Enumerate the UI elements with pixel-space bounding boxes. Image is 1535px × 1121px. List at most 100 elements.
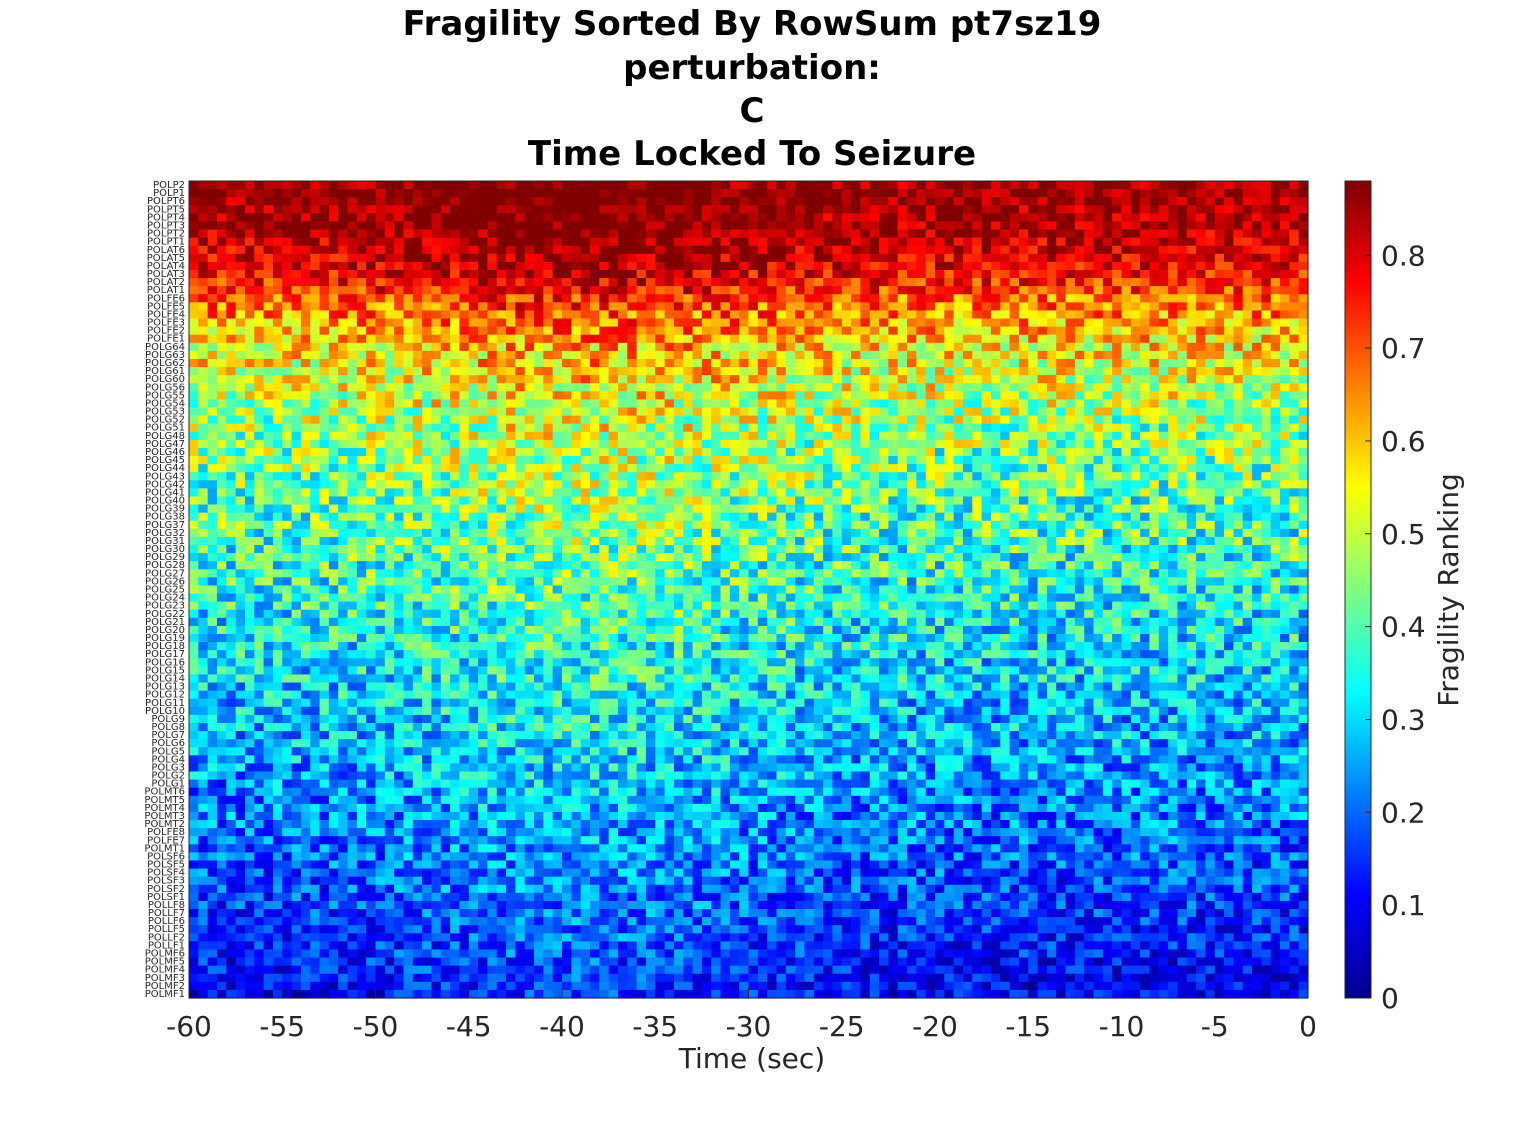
- heatmap-cell: [459, 399, 470, 409]
- heatmap-cell: [1112, 197, 1123, 206]
- heatmap-cell: [459, 407, 470, 417]
- heatmap-cell: [636, 367, 647, 376]
- heatmap-cell: [1233, 302, 1244, 312]
- heatmap-cell: [189, 480, 199, 489]
- heatmap-cell: [1028, 269, 1039, 279]
- heatmap-cell: [1102, 334, 1113, 344]
- heatmap-cell: [981, 423, 992, 433]
- heatmap-cell: [1270, 269, 1281, 279]
- heatmap-cell: [375, 383, 386, 392]
- heatmap-cell: [198, 245, 209, 255]
- heatmap-cell: [450, 342, 461, 352]
- heatmap-cell: [496, 407, 507, 417]
- heatmap-cell: [580, 423, 591, 433]
- heatmap-cell: [1102, 456, 1113, 465]
- heatmap-cell: [468, 423, 479, 433]
- heatmap-cell: [739, 229, 750, 239]
- heatmap-cell: [925, 488, 936, 498]
- heatmap-cell: [1037, 261, 1048, 271]
- heatmap-cell: [1000, 415, 1011, 425]
- heatmap-cell: [1261, 326, 1272, 336]
- heatmap-cell: [1009, 237, 1020, 247]
- heatmap-cell: [1280, 310, 1290, 320]
- heatmap-cell: [711, 367, 722, 376]
- heatmap-cell: [282, 197, 293, 206]
- heatmap-cell: [1242, 318, 1253, 328]
- heatmap-cell: [608, 383, 619, 392]
- heatmap-cell: [319, 488, 330, 498]
- heatmap-cell: [207, 294, 218, 303]
- heatmap-cell: [589, 383, 600, 392]
- heatmap-cell: [1102, 504, 1113, 514]
- heatmap-cell: [860, 261, 871, 271]
- heatmap-cell: [1298, 286, 1309, 295]
- heatmap-cell: [944, 310, 955, 320]
- heatmap-cell: [1037, 318, 1048, 328]
- heatmap-cell: [310, 310, 321, 320]
- heatmap-cell: [384, 181, 395, 190]
- heatmap-cell: [524, 253, 535, 263]
- heatmap-cell: [189, 213, 199, 223]
- heatmap-cell: [1214, 229, 1225, 239]
- heatmap-cell: [468, 488, 479, 498]
- heatmap-cell: [1074, 375, 1085, 384]
- heatmap-cell: [795, 496, 806, 506]
- heatmap-cell: [608, 375, 619, 384]
- heatmap-cell: [244, 278, 255, 287]
- heatmap-cell: [981, 245, 992, 255]
- heatmap-cell: [1186, 383, 1197, 392]
- heatmap-cell: [1196, 318, 1207, 328]
- heatmap-cell: [1149, 447, 1160, 457]
- heatmap-cell: [459, 213, 470, 223]
- heatmap-cell: [422, 464, 433, 473]
- heatmap-cell: [860, 399, 871, 409]
- heatmap-cell: [804, 375, 815, 384]
- heatmap-cell: [1224, 415, 1234, 425]
- heatmap-cell: [580, 237, 591, 247]
- heatmap-cell: [804, 342, 815, 352]
- heatmap-cell: [888, 221, 899, 231]
- heatmap-cell: [1084, 197, 1095, 206]
- heatmap-cell: [450, 383, 461, 392]
- heatmap-cell: [636, 197, 647, 206]
- heatmap-cell: [1252, 391, 1262, 401]
- heatmap-cell: [776, 221, 787, 231]
- heatmap-cell: [711, 358, 722, 368]
- heatmap-cell: [422, 472, 433, 481]
- heatmap-cell: [282, 472, 293, 481]
- heatmap-cell: [1065, 286, 1076, 295]
- heatmap-cell: [599, 415, 610, 425]
- heatmap-cell: [580, 431, 591, 441]
- heatmap-cell: [189, 512, 199, 522]
- heatmap-cell: [440, 407, 451, 417]
- heatmap-cell: [729, 294, 740, 303]
- heatmap-cell: [907, 213, 917, 223]
- heatmap-cell: [1037, 221, 1048, 231]
- heatmap-cell: [664, 318, 675, 328]
- heatmap-cell: [282, 423, 293, 433]
- heatmap-cell: [1037, 278, 1048, 287]
- heatmap-cell: [907, 310, 917, 320]
- heatmap-cell: [636, 456, 647, 465]
- heatmap-cell: [655, 480, 666, 489]
- heatmap-cell: [608, 439, 619, 449]
- heatmap-cell: [1102, 181, 1113, 190]
- heatmap-cell: [776, 391, 787, 401]
- heatmap-cell: [1140, 504, 1151, 514]
- heatmap-cell: [673, 504, 684, 514]
- heatmap-cell: [1018, 350, 1029, 360]
- heatmap-cell: [1084, 439, 1095, 449]
- heatmap-cell: [366, 447, 377, 457]
- heatmap-cell: [1289, 205, 1300, 214]
- heatmap-cell: [440, 488, 451, 498]
- heatmap-cell: [785, 431, 796, 441]
- heatmap-cell: [235, 302, 246, 312]
- heatmap-cell: [897, 407, 908, 417]
- heatmap-cell: [841, 213, 852, 223]
- heatmap-cell: [832, 253, 843, 263]
- heatmap-cell: [543, 447, 554, 457]
- heatmap-cell: [1280, 342, 1290, 352]
- heatmap-cell: [627, 342, 638, 352]
- heatmap-cell: [1177, 189, 1188, 198]
- heatmap-cell: [1280, 334, 1290, 344]
